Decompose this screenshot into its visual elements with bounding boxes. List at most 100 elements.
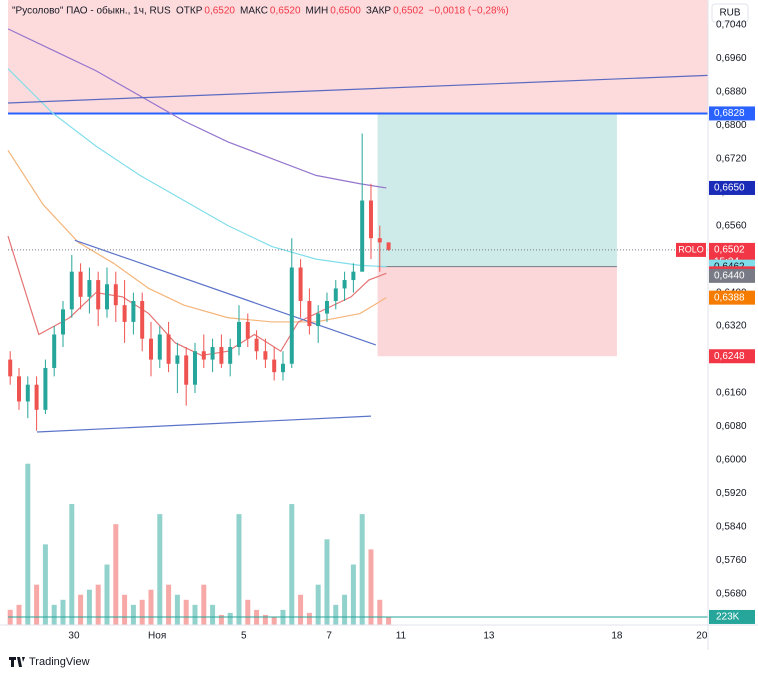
candle-body — [228, 347, 233, 364]
y-tick-label: 0,6080 — [716, 421, 747, 432]
volume-label: 223K — [716, 612, 740, 623]
candle-body — [52, 334, 57, 368]
indicator-line — [7, 28, 387, 189]
candle-body — [78, 271, 83, 297]
y-tick-label: 0,6720 — [716, 153, 747, 164]
x-tick-label: 13 — [483, 631, 495, 642]
price-label: 0,6248 — [714, 351, 745, 362]
volume-bar — [95, 584, 101, 625]
y-tick-label: 0,6000 — [716, 455, 747, 466]
candle-body — [298, 267, 303, 301]
price-label-box — [709, 268, 755, 283]
candle-body — [272, 359, 277, 373]
x-tick-label: 7 — [326, 631, 332, 642]
volume-bar — [183, 599, 189, 625]
volume-bar — [34, 584, 40, 625]
header-field: МАКС — [240, 6, 268, 17]
volume-bar — [166, 584, 172, 625]
candle-body — [368, 200, 373, 239]
candle-body — [316, 313, 321, 327]
currency-button[interactable] — [711, 3, 749, 23]
candle-body — [210, 347, 215, 360]
volume-bar — [42, 544, 48, 625]
currency[interactable]: RUB — [719, 8, 740, 19]
candle-body — [8, 359, 13, 377]
volume-label-box — [709, 609, 755, 624]
volume-bar — [78, 594, 84, 625]
volume-bar — [245, 599, 251, 625]
volume-bar — [51, 604, 57, 625]
x-tick-label: 5 — [241, 631, 247, 642]
tag-box — [676, 242, 706, 257]
candle-body — [113, 284, 118, 306]
y-tick-label: 0,6880 — [716, 86, 747, 97]
header-field: 0,6500 — [330, 6, 361, 17]
candle-body — [122, 305, 127, 322]
price-label-box — [709, 180, 755, 195]
volume-bar — [113, 524, 119, 625]
legend-header: "Русолово" ПАО - обыкн., 1ч, RUS ОТКР 0,6… — [12, 5, 509, 17]
y-tick-label: 0,5840 — [716, 522, 747, 533]
volume-bar — [60, 599, 66, 625]
y-tick-label: 0,5760 — [716, 555, 747, 566]
volume-bar — [130, 604, 136, 625]
header-field: ЗАКР — [366, 6, 392, 17]
volume-bar — [86, 589, 92, 625]
indicator-line — [7, 68, 387, 268]
candle-body — [324, 300, 329, 314]
target-band — [8, 0, 708, 114]
y-tick-label: 0,6800 — [716, 120, 747, 131]
indicator-line — [7, 235, 387, 357]
volume-bar — [139, 599, 145, 625]
volume-bar — [192, 604, 198, 625]
candle-body — [157, 334, 162, 360]
x-tick-label: 20 — [696, 631, 708, 642]
tag-label: ROLO — [678, 244, 704, 254]
volume-bar — [218, 614, 224, 625]
volume-bar — [16, 604, 22, 625]
loss-zone — [377, 266, 617, 357]
header-field: −0,0018 (−0,28%) — [429, 6, 509, 17]
logo: TradingView — [9, 656, 90, 668]
candle-body — [16, 376, 21, 402]
indicator-line — [7, 149, 387, 323]
volume-bar — [298, 594, 304, 625]
volume-bar — [350, 564, 356, 625]
volume-bar — [210, 604, 216, 625]
volume-bar — [306, 612, 312, 625]
candle-body — [184, 355, 189, 385]
volume-bar — [262, 614, 268, 625]
volume-bar — [25, 463, 31, 625]
price-label-box — [709, 106, 755, 121]
price-label-box — [709, 290, 755, 305]
volume-bar — [148, 589, 154, 625]
indicator-line — [7, 74, 709, 104]
volume-bar — [315, 584, 321, 625]
y-tick-label: 0,5680 — [716, 589, 747, 600]
candle-body — [333, 288, 338, 301]
volume-bar — [333, 604, 339, 625]
candle-body — [175, 355, 180, 364]
volume-bar — [69, 504, 75, 625]
indicator-line — [74, 239, 377, 346]
candle-body — [87, 280, 92, 297]
y-tick-label: 0,7040 — [716, 19, 747, 30]
candle-body — [166, 334, 171, 364]
price-label: 0,6440 — [714, 271, 745, 282]
x-tick-label: 30 — [68, 631, 80, 642]
x-tick-label: Ноя — [148, 631, 166, 642]
price-label: 0,6502 — [714, 245, 745, 256]
candle-body — [254, 338, 259, 352]
y-tick-label: 0,6320 — [716, 321, 747, 332]
candle-body — [236, 321, 241, 348]
candle-body — [289, 267, 294, 364]
candle-body — [386, 242, 391, 250]
candle-body — [43, 367, 48, 410]
volume-bar — [359, 514, 365, 625]
candle-body — [245, 321, 250, 339]
volume-bar — [236, 514, 242, 625]
volume-bar — [377, 599, 383, 625]
candle-body — [360, 200, 365, 272]
header-field: 0,6520 — [204, 6, 235, 17]
